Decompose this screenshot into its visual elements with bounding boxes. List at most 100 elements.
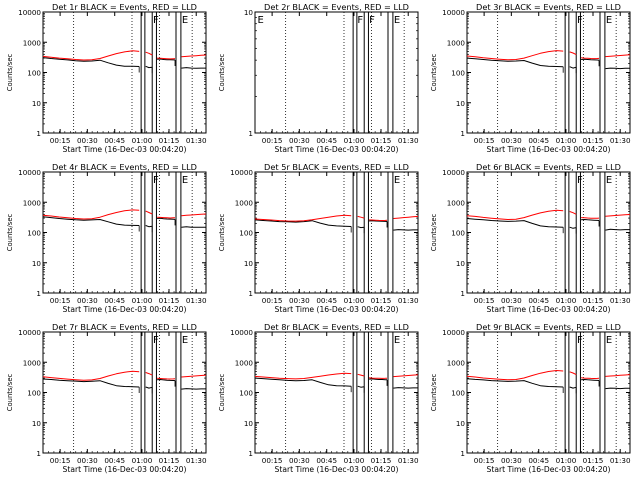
lld-series-line [42,209,140,220]
events-series-line [569,66,577,69]
events-series-line [157,58,176,61]
y-tick-label: 10 [456,419,466,428]
x-tick-label: 00:45 [528,136,549,145]
x-tick-label: 00:15 [50,296,71,305]
lld-series-line [393,215,419,219]
x-tick-label: 01:00 [556,296,577,305]
lld-series-line [145,372,153,376]
x-tick-label: 01:30 [398,136,419,145]
plot-frame [466,171,631,294]
chart-title: Det 5r BLACK = Events, RED = LLD [264,162,409,172]
events-series-line [181,388,206,390]
y-tick-label: 1 [460,289,465,298]
events-series-line [145,386,153,389]
y-tick-label: 1000 [23,358,42,367]
x-tick-label: 00:15 [50,456,71,465]
flag-label: F [577,335,583,346]
plot-frame [254,331,419,454]
x-tick-label: 01:15 [583,296,604,305]
chart-panel-5: Det 5r BLACK = Events, RED = LLD 1 10 100 10… [218,162,419,314]
x-axis-label: Start Time (16-Dec-03 00:04:20) [63,145,187,154]
y-tick-label: 1000 [235,358,254,367]
flag-label: E [606,15,612,26]
chart-title: Det 8r BLACK = Events, RED = LLD [264,322,409,332]
chart-panel-9: Det 9r BLACK = Events, RED = LLD 1 10 100 10… [430,322,631,474]
chart-title: Det 3r BLACK = Events, RED = LLD [476,2,621,12]
y-tick-label: 10000 [442,328,465,337]
x-tick-label: 00:15 [474,456,495,465]
lld-series-line [254,214,352,222]
events-series-line [181,226,206,228]
lld-series-line [369,219,388,221]
events-series-line [157,217,176,220]
events-series-line [145,225,153,228]
x-tick-label: 01:00 [344,456,365,465]
y-tick-label: 10 [456,99,466,108]
events-series-line [357,385,365,388]
events-series-line [605,387,630,390]
y-tick-label: 100 [27,389,41,398]
x-tick-label: 00:30 [289,136,310,145]
x-tick-label: 01:15 [371,136,392,145]
chart-title: Det 7r BLACK = Events, RED = LLD [52,322,197,332]
y-tick-label: 1000 [23,38,42,47]
lld-series-line [145,51,153,56]
x-tick-label: 01:30 [610,136,631,145]
chart-title: Det 4r BLACK = Events, RED = LLD [52,162,197,172]
x-tick-label: 00:45 [316,296,337,305]
lld-series-line [393,374,419,378]
flag-label: E [394,15,400,26]
lld-series-line [181,54,207,58]
events-series-line [466,378,564,388]
y-tick-label: 1000 [447,198,466,207]
x-tick-label: 01:15 [159,456,180,465]
events-series-line [357,226,365,229]
events-series-line [569,226,577,229]
events-series-line [42,216,140,226]
events-series-line [42,378,140,388]
x-tick-label: 00:30 [501,456,522,465]
plot-frame [254,171,419,294]
x-tick-label: 00:15 [262,296,283,305]
lld-series-line [466,370,564,381]
x-tick-label: 01:15 [371,456,392,465]
y-tick-label: 1 [36,129,41,138]
y-axis-label: Counts/sec [430,214,438,252]
x-tick-label: 01:30 [610,296,631,305]
y-tick-label: 10 [456,259,466,268]
y-tick-label: 10000 [18,168,41,177]
events-series-line [393,387,418,389]
flag-label: E [182,15,188,26]
y-tick-label: 1 [248,129,253,138]
lld-series-line [42,370,140,381]
events-series-line [605,67,630,70]
flag-label: E [606,175,612,186]
lld-series-line [181,374,207,378]
x-tick-label: 01:30 [398,296,419,305]
plot-frame [466,331,631,454]
lld-series-line [569,371,577,376]
x-tick-label: 00:45 [316,136,337,145]
lld-series-line [369,377,388,379]
y-tick-label: 10000 [442,168,465,177]
x-tick-label: 01:00 [344,296,365,305]
x-tick-label: 00:45 [104,456,125,465]
events-series-line [254,219,352,227]
y-tick-label: 10000 [230,328,253,337]
y-tick-label: 10000 [442,8,465,17]
x-tick-label: 01:00 [556,136,577,145]
y-axis-label: Counts/sec [218,374,226,412]
events-series-line [581,58,600,61]
lld-series-line [466,209,564,220]
flag-label: E [394,175,400,186]
y-tick-label: 100 [239,229,253,238]
events-series-line [254,377,352,387]
events-series-line [42,57,140,67]
x-tick-label: 01:00 [132,136,153,145]
flag-label: E [606,335,612,346]
flag-label: F [577,15,583,26]
y-tick-label: 1000 [447,38,466,47]
x-tick-label: 00:45 [104,136,125,145]
x-tick-label: 00:30 [77,456,98,465]
